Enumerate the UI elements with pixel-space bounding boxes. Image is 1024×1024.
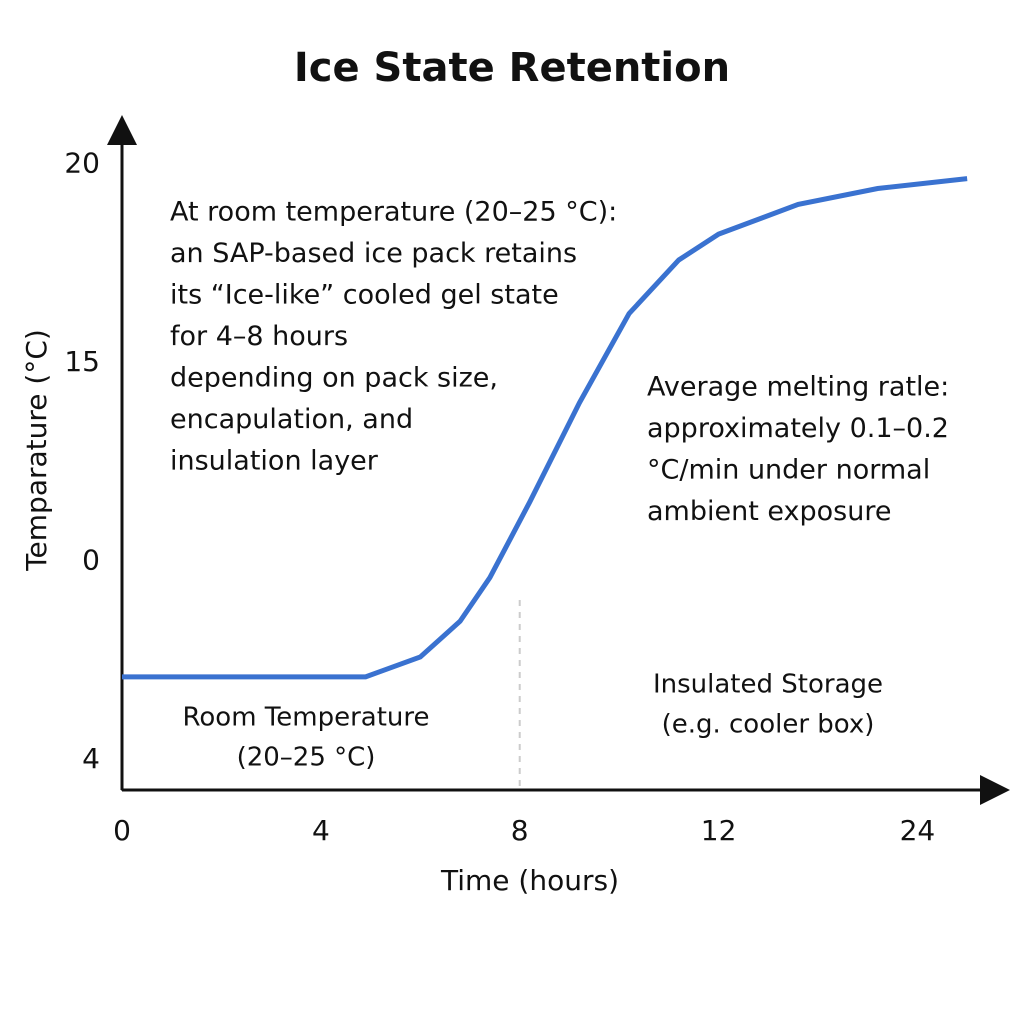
- annotation: (20–25 °C): [237, 743, 376, 773]
- annotation: for 4–8 hours: [170, 321, 348, 352]
- x-tick-label: 24: [900, 814, 936, 847]
- chart-title: Ice State Retention: [294, 45, 730, 91]
- x-tick-label: 8: [511, 814, 529, 847]
- annotation: depending on pack size,: [170, 363, 498, 394]
- y-tick-label: 20: [64, 147, 100, 180]
- annotation: encapulation, and: [170, 404, 413, 435]
- line-series: [122, 176, 968, 680]
- annotation: (e.g. cooler box): [662, 710, 875, 740]
- y-tick-label: 4: [82, 742, 100, 775]
- x-tick-label: 12: [701, 814, 737, 847]
- annotation: Insulated Storage: [653, 670, 883, 700]
- annotation: ambient exposure: [647, 496, 891, 527]
- annotation: Room Temperature: [183, 703, 430, 733]
- annotation: Average melting ratle:: [647, 372, 949, 403]
- annotation: At room temperature (20–25 °C):: [170, 197, 617, 228]
- annotation: approximately 0.1–0.2: [647, 413, 949, 444]
- annotation: its “Ice-like” cooled gel state: [170, 280, 559, 311]
- x-tick-label: 4: [312, 814, 330, 847]
- annotation: insulation layer: [170, 446, 379, 477]
- x-tick-label: 0: [113, 814, 131, 847]
- x-axis-label: Time (hours): [440, 864, 619, 897]
- annotation: °C/min under normal: [647, 455, 930, 486]
- y-tick-label: 0: [82, 544, 100, 577]
- annotation: an SAP-based ice pack retains: [170, 238, 577, 269]
- y-tick-label: 15: [64, 345, 100, 378]
- y-axis-label: Temparature (°C): [20, 329, 53, 572]
